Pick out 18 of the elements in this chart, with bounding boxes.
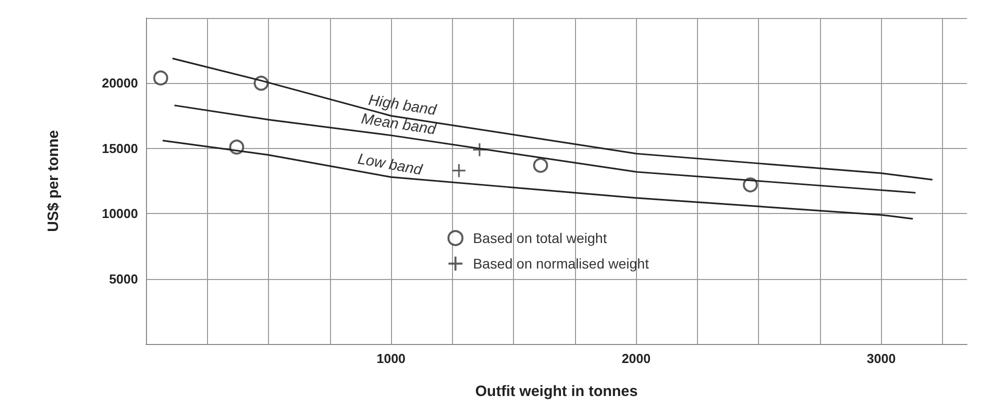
line-series bbox=[162, 140, 914, 220]
y-axis-title: US$ per tonne bbox=[45, 130, 62, 232]
point bbox=[153, 70, 168, 86]
point bbox=[452, 163, 466, 178]
x-axis-title: Outfit weight in tonnes bbox=[475, 383, 638, 400]
point bbox=[472, 142, 487, 158]
text: Low band bbox=[356, 150, 424, 179]
legend-label: Based on total weight bbox=[472, 230, 607, 246]
y-tick-label: 10000 bbox=[102, 206, 138, 222]
point bbox=[533, 158, 548, 173]
x-tick-label: 1000 bbox=[376, 351, 406, 366]
y-tick-label: 5000 bbox=[109, 271, 138, 286]
x-tick-label: 2000 bbox=[622, 351, 651, 366]
y-tick-label: 20000 bbox=[102, 76, 138, 91]
y-tick-label: 15000 bbox=[102, 140, 138, 156]
legend-label: Based on normalised weight bbox=[472, 256, 649, 272]
line-series bbox=[172, 58, 934, 180]
x-tick-label: 3000 bbox=[866, 351, 896, 366]
